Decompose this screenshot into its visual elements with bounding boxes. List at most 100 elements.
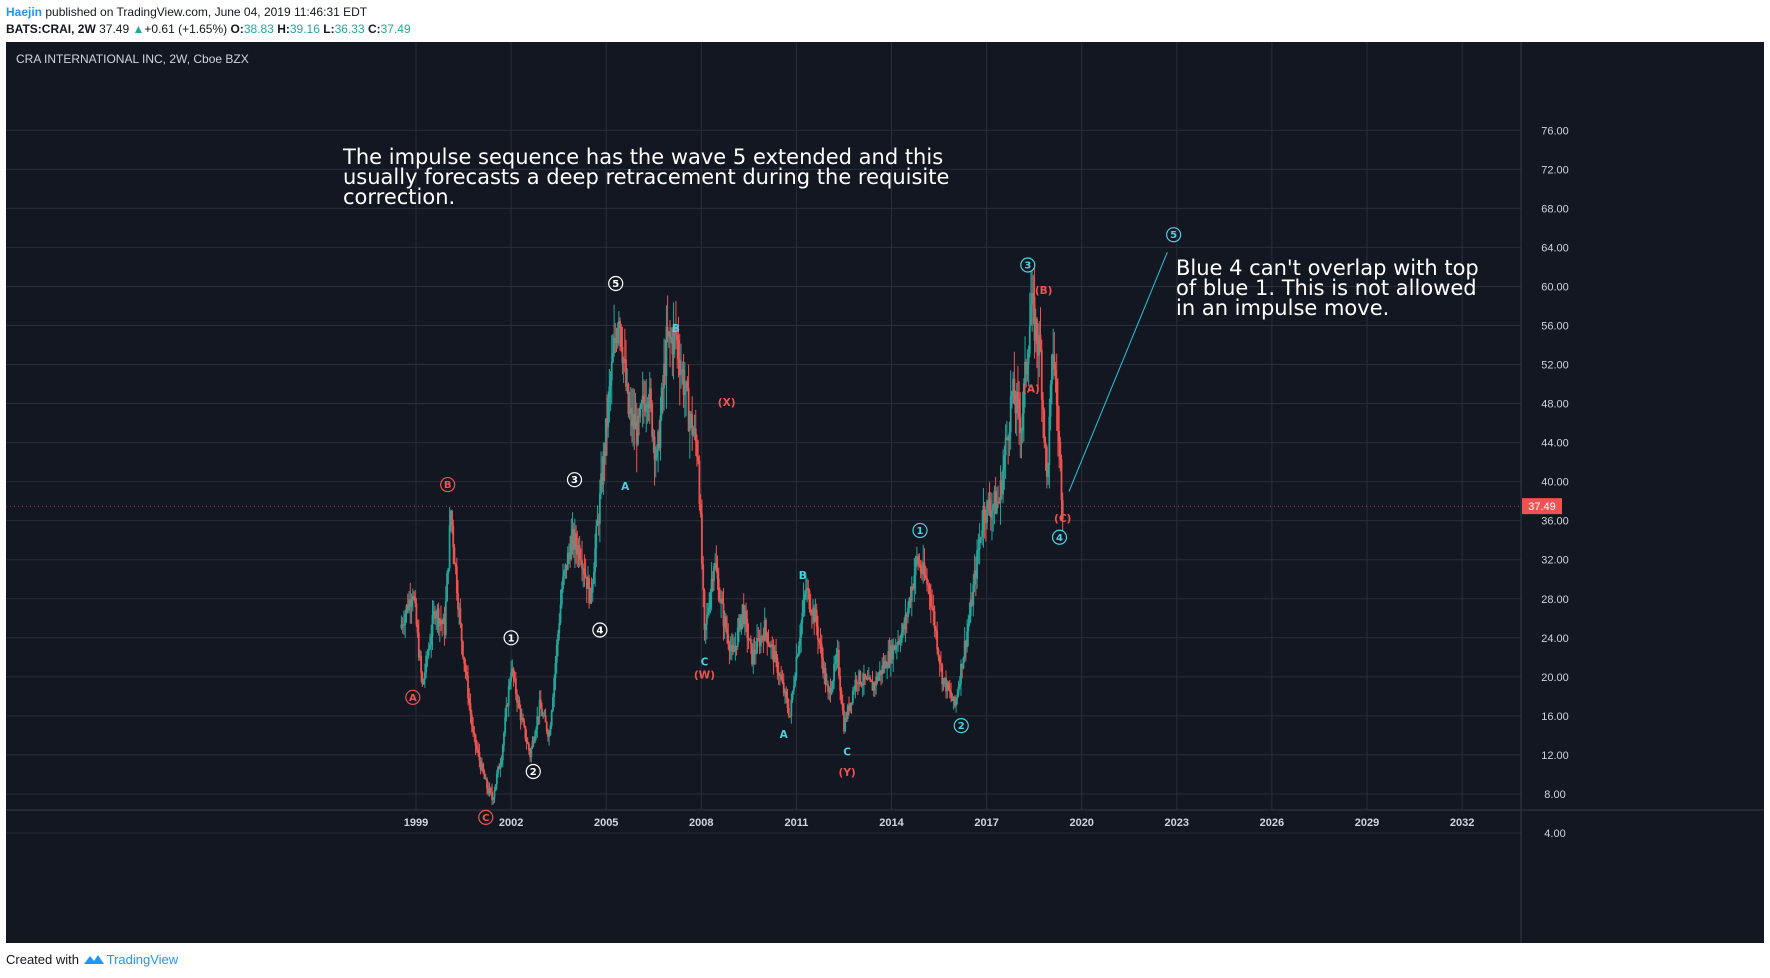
- candle-body: [1014, 403, 1017, 414]
- candle-body: [1061, 500, 1064, 520]
- candle-body: [510, 672, 512, 682]
- candle-body: [747, 637, 750, 641]
- candle-body: [519, 708, 522, 721]
- candle-body: [403, 624, 405, 626]
- candle-body: [819, 641, 822, 645]
- price-chart[interactable]: 4.008.0012.0016.0020.0024.0028.0032.0036…: [6, 42, 1764, 943]
- candle-body: [1017, 391, 1019, 399]
- candle-body: [1052, 354, 1055, 356]
- candle-body: [772, 646, 775, 663]
- candle-body: [1048, 416, 1051, 465]
- candle-body: [825, 684, 828, 686]
- tradingview-brand-link[interactable]: TradingView: [106, 952, 179, 967]
- chart-area[interactable]: 4.00 8.00 12.00 16.00 20.00 24.00 28.00 32.00 36…: [6, 42, 1764, 943]
- candle-body: [609, 380, 612, 387]
- candle-body: [915, 556, 918, 560]
- candle-body: [817, 626, 819, 640]
- x-tick-label: 2011: [784, 817, 808, 829]
- open-value: 38.83: [243, 22, 274, 36]
- candle-body: [535, 729, 537, 737]
- x-tick-label: 2023: [1165, 817, 1189, 829]
- candle-body: [765, 620, 767, 633]
- candle-body: [472, 725, 474, 733]
- candle-body: [850, 702, 853, 704]
- candle-body: [956, 694, 959, 699]
- y-tick-label: 68.00: [1541, 203, 1569, 215]
- candle-body: [845, 717, 848, 719]
- candle-body: [849, 702, 852, 711]
- candle-body: [670, 337, 673, 339]
- candle-body: [697, 456, 700, 461]
- candle-body: [444, 601, 447, 635]
- candle-body: [958, 683, 961, 687]
- x-tick-label: 2008: [689, 817, 713, 829]
- candle-body: [815, 609, 818, 627]
- wave-label: 1: [917, 526, 924, 537]
- candle-body: [830, 688, 833, 694]
- candle-body: [759, 635, 762, 647]
- candle-body: [423, 672, 426, 680]
- candle-body: [507, 685, 510, 706]
- candle-body: [594, 548, 597, 573]
- candle-body: [855, 679, 858, 683]
- candle-body: [409, 599, 412, 607]
- candle-body: [548, 735, 551, 737]
- candle-body: [785, 690, 788, 698]
- wave-label-circle: [525, 763, 541, 780]
- candle-body: [948, 689, 951, 692]
- candle-body: [640, 403, 643, 406]
- candle-body: [943, 677, 946, 679]
- candle-body: [834, 663, 837, 665]
- candle-body: [524, 725, 527, 739]
- candle-body: [941, 664, 944, 685]
- candle-body: [933, 611, 936, 629]
- candle-body: [462, 641, 464, 657]
- wave-label: (X): [718, 397, 736, 409]
- candle-body: [431, 614, 434, 637]
- x-tick-label: 2026: [1260, 817, 1284, 829]
- wave-label: 5: [612, 279, 619, 290]
- candle-body: [1012, 378, 1015, 392]
- wave-label-circle: [566, 472, 583, 488]
- candle-body: [563, 571, 566, 577]
- candle-body: [457, 593, 459, 610]
- candle-body: [1060, 459, 1063, 501]
- candle-body: [504, 717, 507, 734]
- candle-body: [656, 449, 658, 458]
- candle-body: [568, 552, 570, 554]
- candle-body: [474, 734, 477, 746]
- candle-body: [564, 564, 567, 572]
- author-link[interactable]: Haejin: [6, 5, 43, 19]
- candle-body: [672, 328, 675, 355]
- candle-body: [401, 624, 404, 626]
- candle-body: [694, 428, 697, 442]
- candle-body: [560, 589, 563, 605]
- candle-body: [884, 660, 887, 669]
- candle-body: [464, 663, 467, 672]
- candle-body: [654, 457, 657, 460]
- candle-body: [833, 664, 835, 682]
- candle-body: [565, 564, 568, 570]
- candle-body: [1019, 417, 1022, 434]
- candle-body: [660, 387, 663, 416]
- candle-body: [512, 668, 515, 678]
- candle-body: [553, 678, 556, 698]
- wave-label-circle: [1051, 529, 1068, 545]
- candle-body: [708, 607, 711, 612]
- candle-body: [495, 774, 498, 785]
- candle-body: [503, 733, 505, 746]
- candle-body: [790, 699, 793, 717]
- candle-body: [573, 533, 576, 550]
- candle-body: [899, 642, 902, 644]
- candle-body: [808, 590, 811, 610]
- candle-body: [588, 578, 591, 604]
- candle-body: [841, 703, 844, 711]
- y-tick-label: 24.00: [1541, 633, 1569, 645]
- candle-body: [856, 682, 859, 685]
- candle-body: [514, 678, 517, 694]
- candle-body: [864, 673, 867, 680]
- candle-body: [520, 717, 523, 721]
- candle-body: [426, 655, 429, 657]
- wave-label: 3: [1024, 260, 1031, 271]
- candle-body: [601, 473, 604, 485]
